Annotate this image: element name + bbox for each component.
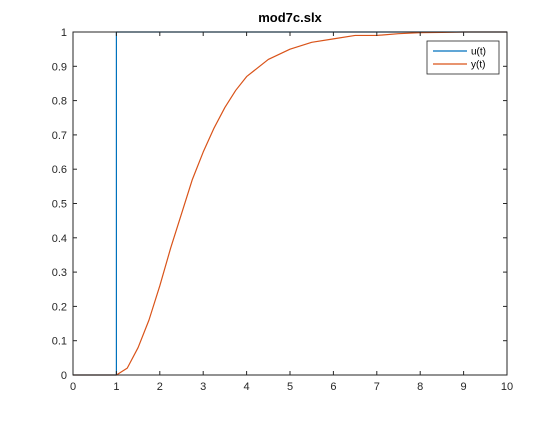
series-line-1 (73, 31, 507, 376)
legend: u(t) y(t) (426, 40, 500, 75)
y-tick-label: 0.5 (52, 199, 67, 211)
y-tick-label: 0.4 (52, 233, 67, 245)
y-tick-label: 0.3 (52, 267, 67, 279)
y-tick-label: 0.6 (52, 164, 67, 176)
legend-box (426, 40, 500, 75)
chart-title: mod7c.slx (258, 10, 322, 25)
legend-label-0: u(t) (471, 47, 486, 58)
x-tick-label: 10 (501, 381, 513, 393)
x-tick-label: 0 (70, 381, 76, 393)
y-tick-label: 0.1 (52, 336, 67, 348)
x-tick-label: 8 (417, 381, 423, 393)
x-tick-label: 3 (200, 381, 206, 393)
y-tick-label: 0.7 (52, 130, 67, 142)
x-tick-label: 2 (157, 381, 163, 393)
y-tick-label: 0.8 (52, 96, 67, 108)
y-tick-label: 0 (61, 370, 67, 382)
y-tick-label: 0.9 (52, 61, 67, 73)
x-tick-label: 9 (461, 381, 467, 393)
x-tick-label: 6 (330, 381, 336, 393)
y-tick-label: 0.2 (52, 301, 67, 313)
x-tick-label: 4 (244, 381, 250, 393)
x-tick-label: 1 (113, 381, 119, 393)
y-tick-label: 1 (61, 27, 67, 39)
plot-area (73, 32, 507, 375)
x-tick-label: 7 (374, 381, 380, 393)
legend-label-1: y(t) (471, 60, 485, 71)
axes-group: 0 1 2 3 4 5 6 7 8 9 10 0 0.1 0.2 0.3 0.4 0.5 0.6 0.7 0.8 0.9… (52, 27, 513, 393)
x-tick-label: 5 (287, 381, 293, 393)
